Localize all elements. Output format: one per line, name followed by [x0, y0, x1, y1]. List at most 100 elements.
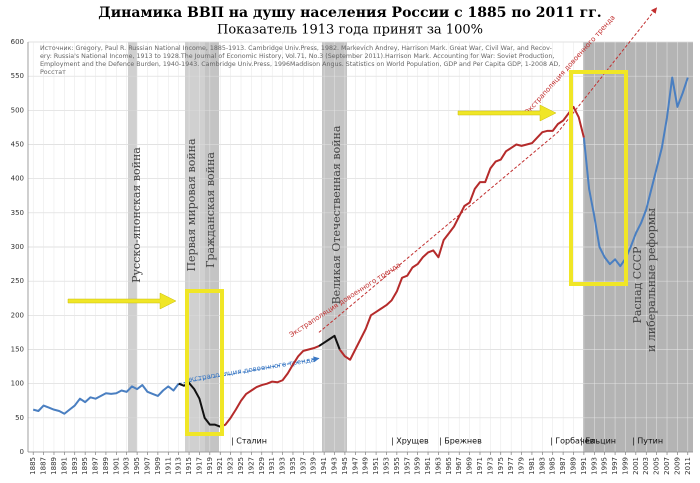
x-tick-label: 1977: [507, 457, 515, 475]
highlight-arrow: [67, 292, 177, 310]
y-tick-label: 300: [11, 243, 24, 251]
chart-title: Динамика ВВП на душу населения России с …: [98, 5, 601, 21]
x-tick-label: 1959: [414, 457, 422, 475]
chart-subtitle: Показатель 1913 года принят за 100%: [217, 23, 483, 38]
period-label: | Путин: [632, 437, 663, 446]
x-tick-label: 1893: [71, 457, 79, 475]
x-tick-label: 1931: [268, 457, 276, 475]
x-tick-label: 1953: [382, 457, 390, 475]
x-tick-label: 1951: [372, 457, 380, 475]
x-tick-label: 1979: [518, 457, 526, 475]
x-tick-label: 2005: [653, 457, 661, 475]
highlight-arrow: [457, 104, 557, 122]
x-tick-label: 1971: [476, 457, 484, 475]
x-tick-label: 1939: [310, 457, 318, 475]
reform-label: Распад СССР: [631, 246, 644, 324]
x-tick-label: 1921: [216, 457, 224, 475]
period-label: | Ельцин: [580, 437, 616, 446]
trend-line: [178, 356, 320, 385]
x-tick-label: 1887: [40, 457, 48, 475]
x-tick-label: 1909: [154, 457, 162, 475]
x-tick-label: 1933: [279, 457, 287, 475]
x-tick-label: 1927: [247, 457, 255, 475]
x-tick-label: 1961: [424, 457, 432, 475]
x-tick-label: 1987: [559, 457, 567, 475]
y-tick-label: 250: [11, 277, 24, 285]
x-tick-label: 1991: [580, 457, 588, 475]
x-tick-label: 1997: [611, 457, 619, 475]
x-tick-label: 1943: [331, 457, 339, 475]
period-label: | Горбачев: [550, 437, 595, 446]
series-line: [32, 383, 180, 415]
x-tick-label: 2001: [632, 457, 640, 475]
x-tick-label: 1891: [60, 457, 68, 475]
x-tick-label: 1935: [289, 457, 297, 475]
x-tick-label: 1903: [123, 457, 131, 475]
period-label: | Хрущев: [391, 437, 429, 446]
y-tick-label: 200: [11, 311, 24, 319]
x-tick-label: 1913: [175, 457, 183, 475]
x-tick-label: 1905: [133, 457, 141, 475]
y-tick-label: 450: [11, 141, 24, 149]
highlights: [67, 70, 628, 436]
x-tick-label: 1999: [621, 457, 629, 475]
x-tick-label: 1965: [445, 457, 453, 475]
x-tick-label: 1947: [351, 457, 359, 475]
x-tick-label: 1941: [320, 457, 328, 475]
x-tick-label: 1969: [466, 457, 474, 475]
x-tick-label: 1923: [227, 457, 235, 475]
x-tick-label: 1919: [206, 457, 214, 475]
source-line: ery: Russia's National Income, 1913 to 1…: [40, 53, 554, 60]
x-tick-label: 1985: [549, 457, 557, 475]
series-line: [338, 105, 585, 361]
x-tick-label: 1901: [112, 457, 120, 475]
x-tick-label: 2007: [663, 457, 671, 475]
series-line: [582, 76, 689, 268]
x-tick-label: 1963: [434, 457, 442, 475]
trend-line: [318, 7, 658, 333]
series-line: [219, 345, 320, 428]
highlight-box: [185, 289, 224, 436]
x-tick-label: 1983: [538, 457, 546, 475]
war-label: Первая мировая война: [185, 138, 198, 272]
x-tick-label: 1889: [50, 457, 58, 475]
period-label: | Сталин: [231, 437, 267, 446]
x-tick-label: 1915: [185, 457, 193, 475]
x-tick-label: 1911: [164, 457, 172, 475]
x-tick-label: 1929: [258, 457, 266, 475]
x-tick-label: 2003: [642, 457, 650, 475]
highlight-box: [569, 70, 628, 286]
x-tick-label: 2009: [673, 457, 681, 475]
war-label: Гражданская война: [204, 152, 217, 268]
x-tick-label: 1995: [601, 457, 609, 475]
x-tick-label: 1981: [528, 457, 536, 475]
y-tick-label: 150: [11, 346, 24, 354]
series-line: [318, 334, 341, 350]
x-tick-label: 1925: [237, 457, 245, 475]
x-tick-label: 1907: [143, 457, 151, 475]
x-tick-label: 1949: [362, 457, 370, 475]
y-tick-label: 550: [11, 72, 24, 80]
x-tick-label: 1957: [403, 457, 411, 475]
y-tick-label: 350: [11, 209, 24, 217]
x-tick-label: 1945: [341, 457, 349, 475]
war-label: Русско-японская война: [130, 147, 143, 283]
x-tick-label: 1917: [195, 457, 203, 475]
source-line: Employment and the Defence Burden, 1940-…: [40, 61, 560, 68]
y-tick-label: 600: [11, 38, 24, 46]
x-tick-label: 1937: [299, 457, 307, 475]
source-line: Источник: Gregory, Paul R. Russian Natio…: [40, 45, 552, 52]
reform-label: и либеральные реформы: [645, 208, 658, 352]
x-tick-label: 1975: [497, 457, 505, 475]
source-block: Источник: Gregory, Paul R. Russian Natio…: [40, 45, 560, 76]
x-tick-label: 1899: [102, 457, 110, 475]
y-tick-label: 100: [11, 380, 24, 388]
grid-layer: 0 50 100 150 200 250 300 350 400 450 500 550 600 1885…: [11, 38, 693, 475]
x-tick-label: 2011: [684, 457, 692, 475]
period-label: | Брежнев: [439, 437, 482, 446]
x-tick-label: 1895: [81, 457, 89, 475]
y-tick-label: 0: [20, 448, 24, 456]
y-tick-label: 500: [11, 106, 24, 114]
x-tick-label: 1967: [455, 457, 463, 475]
